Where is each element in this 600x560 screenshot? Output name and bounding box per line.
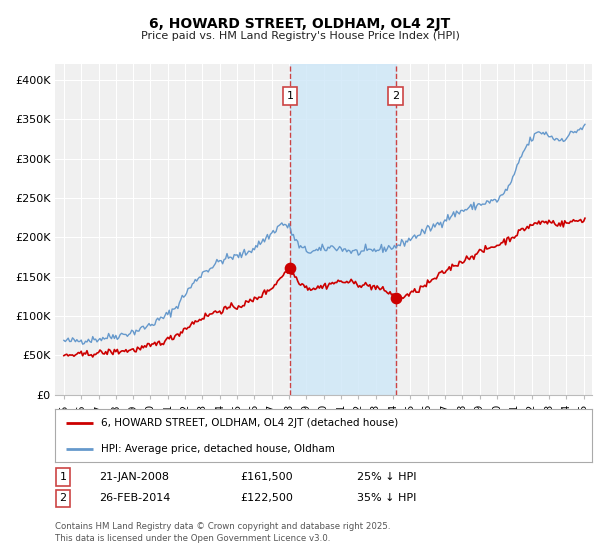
Text: 35% ↓ HPI: 35% ↓ HPI — [357, 493, 416, 503]
Text: 6, HOWARD STREET, OLDHAM, OL4 2JT (detached house): 6, HOWARD STREET, OLDHAM, OL4 2JT (detac… — [101, 418, 398, 428]
Text: Contains HM Land Registry data © Crown copyright and database right 2025.
This d: Contains HM Land Registry data © Crown c… — [55, 522, 391, 543]
Point — [391, 294, 401, 303]
Text: Price paid vs. HM Land Registry's House Price Index (HPI): Price paid vs. HM Land Registry's House … — [140, 31, 460, 41]
Text: £161,500: £161,500 — [240, 472, 293, 482]
Point — [285, 263, 295, 272]
Text: 2: 2 — [392, 91, 400, 101]
Bar — [290, 64, 396, 395]
Text: 1: 1 — [59, 472, 67, 482]
Text: 25% ↓ HPI: 25% ↓ HPI — [357, 472, 416, 482]
Text: £122,500: £122,500 — [240, 493, 293, 503]
Text: 1: 1 — [286, 91, 293, 101]
Text: 26-FEB-2014: 26-FEB-2014 — [99, 493, 170, 503]
Text: HPI: Average price, detached house, Oldham: HPI: Average price, detached house, Oldh… — [101, 444, 335, 454]
Text: 2: 2 — [59, 493, 67, 503]
Text: 6, HOWARD STREET, OLDHAM, OL4 2JT: 6, HOWARD STREET, OLDHAM, OL4 2JT — [149, 17, 451, 31]
Text: 21-JAN-2008: 21-JAN-2008 — [99, 472, 169, 482]
